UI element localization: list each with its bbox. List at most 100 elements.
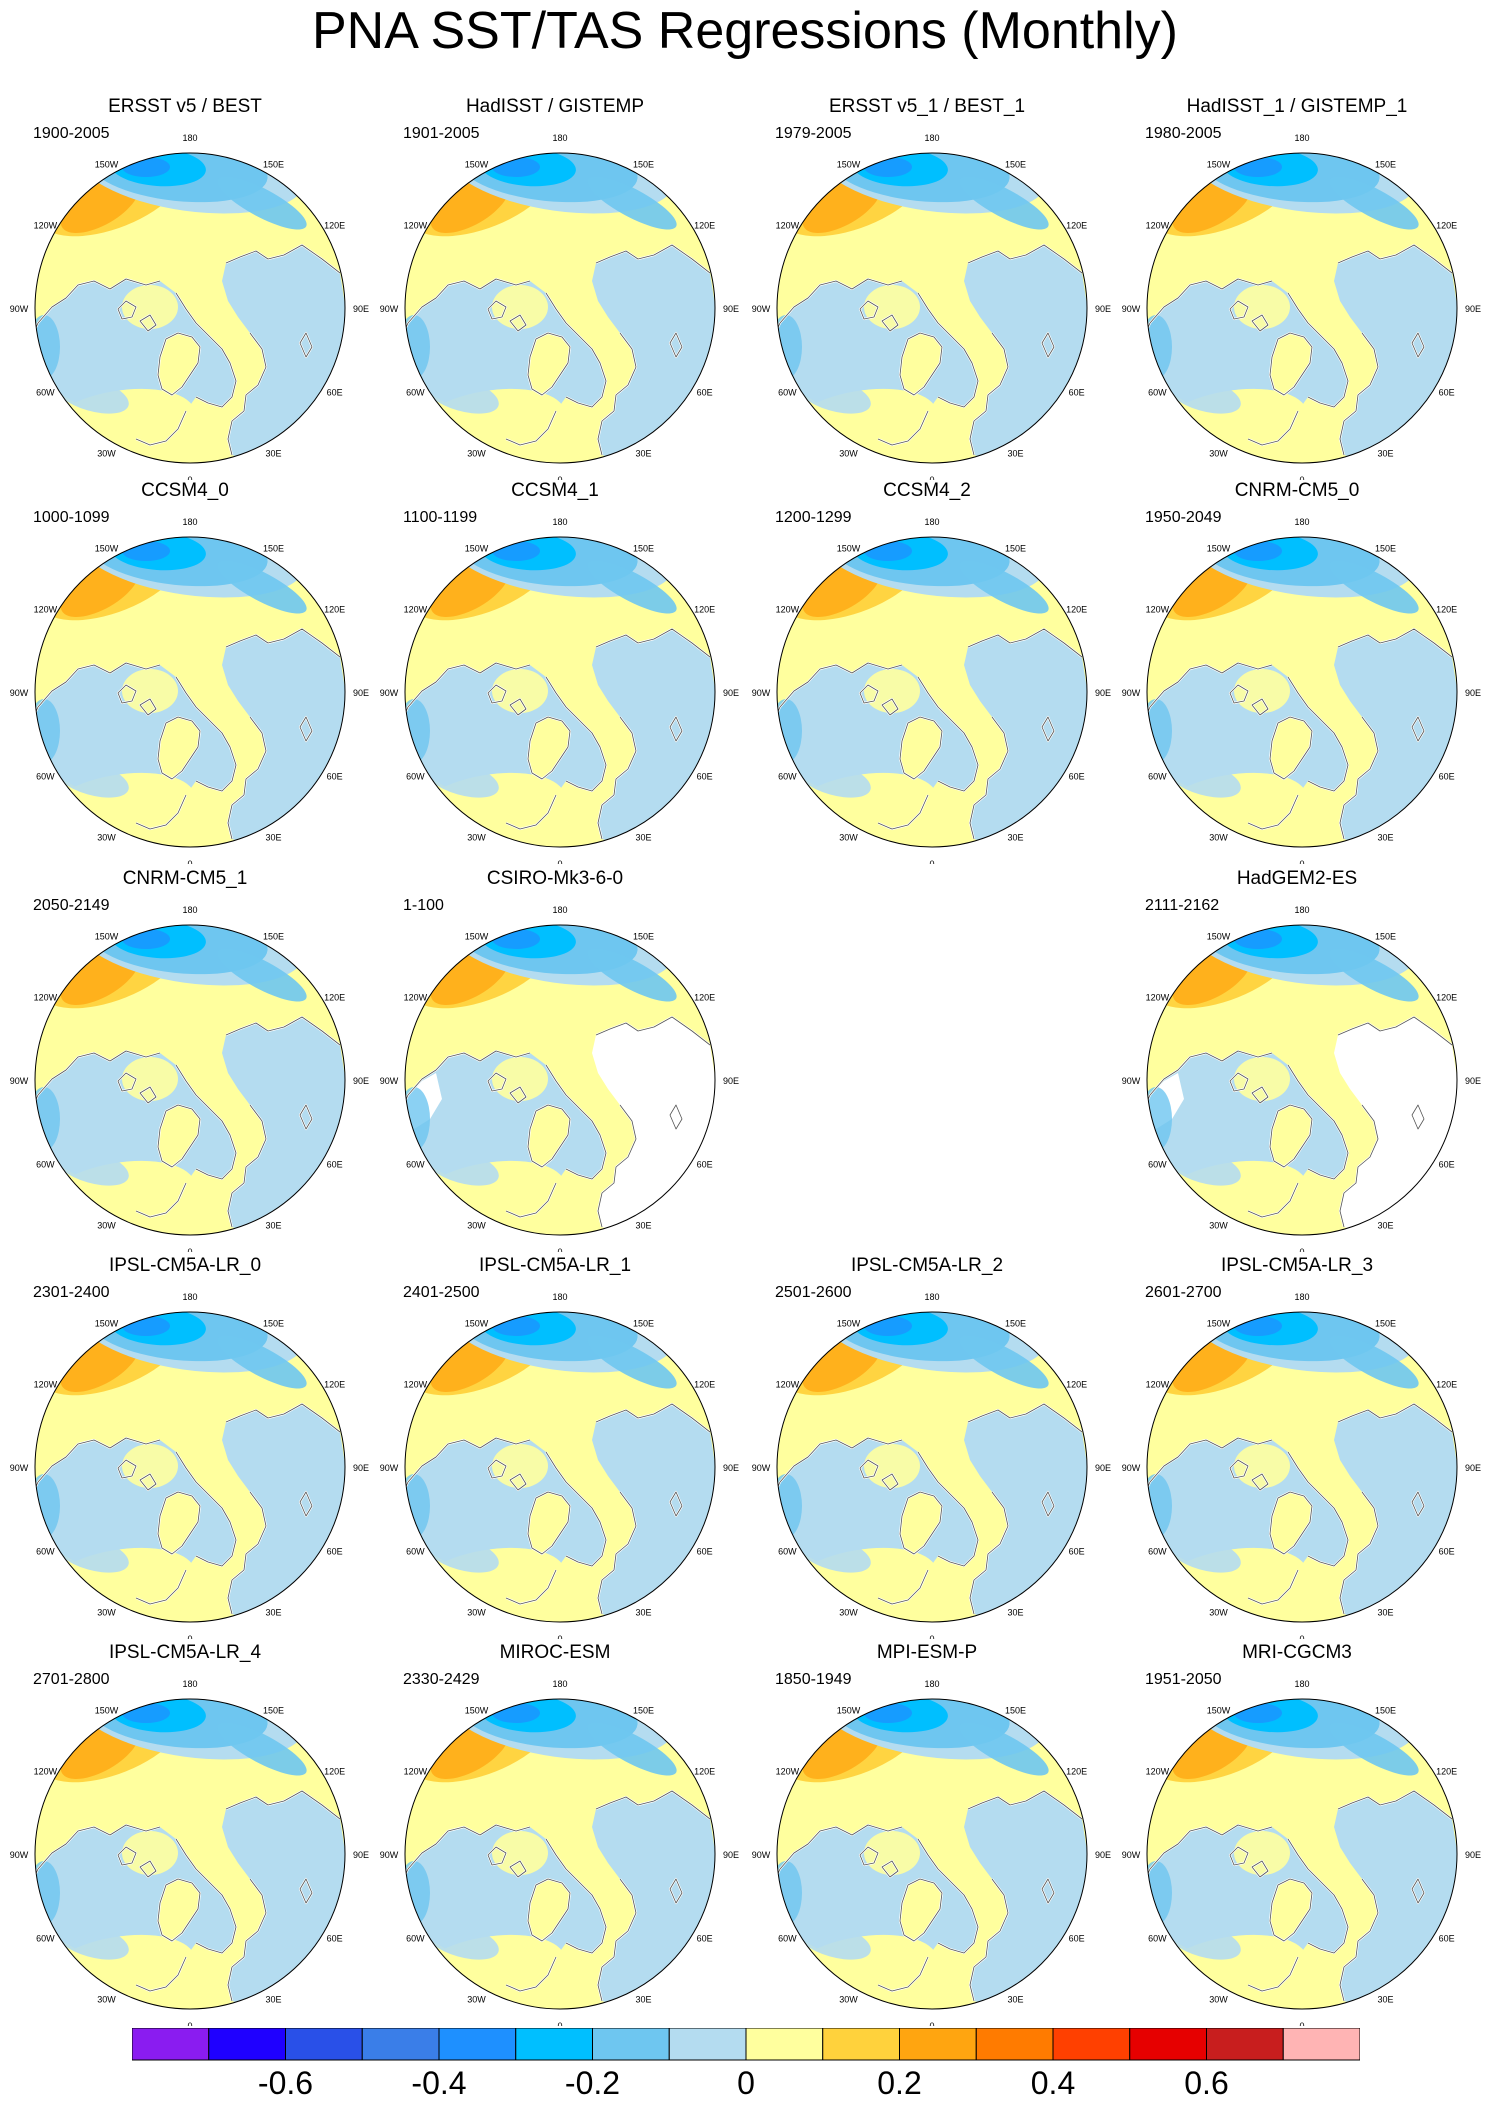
polar-map: 180 150E 120E 90E 60E 30E 0 30W 60W 90W 120W 150W	[10, 905, 369, 1252]
map-panels-grid: 180 150E 120E 90E 60E 30E 0 30W 60W 90W 120W 150W ER…	[10, 96, 1481, 2026]
coastline-edge-7	[139, 314, 157, 332]
polar-map: 180 150E 120E 90E 60E 30E 0 30W 60W 90W 120W 150W	[10, 133, 369, 480]
longitude-label: 120W	[404, 1767, 428, 1777]
coastline-edge-8	[1041, 1878, 1055, 1904]
longitude-label: 90E	[723, 304, 739, 314]
longitude-label: 0	[1299, 2021, 1304, 2026]
longitude-label: 60W	[1148, 1547, 1167, 1557]
hudson-positive	[122, 1057, 178, 1101]
coastline-edge-3	[595, 628, 711, 658]
bering-negative-tongue	[587, 1722, 677, 1776]
coastline-edge-1	[545, 292, 607, 408]
west-atlantic-negative	[405, 1087, 430, 1151]
coastline-edge-6	[859, 300, 879, 320]
longitude-label: 150W	[95, 1705, 119, 1715]
longitude-label: 150E	[263, 1705, 284, 1715]
longitude-label: 150E	[633, 1318, 654, 1328]
longitude-label: 120E	[324, 605, 345, 615]
west-atlantic-negative	[777, 699, 802, 763]
greenland-fill	[900, 1492, 942, 1554]
longitude-label: 0	[1299, 859, 1304, 864]
aleutian-negative-center	[122, 157, 170, 177]
greenland-fill	[528, 1105, 570, 1167]
longitude-label: 30W	[97, 449, 116, 459]
panel-period: 1850-1949	[775, 1671, 852, 1688]
hudson-positive	[492, 1831, 548, 1875]
coastline-edge-6	[487, 684, 507, 704]
map-boundary	[1146, 1698, 1458, 2010]
longitude-label: 90W	[1122, 1076, 1141, 1086]
coastline-edge-5	[527, 716, 571, 780]
bering-negative-tongue	[217, 1722, 307, 1776]
coastline-edge-8	[299, 1104, 313, 1130]
longitude-label: 60W	[406, 772, 425, 782]
longitude-label: 180	[552, 133, 567, 143]
longitude-label: 150W	[95, 931, 119, 941]
south-atlantic-negative	[425, 1535, 499, 1573]
map-field	[1147, 537, 1457, 847]
longitude-label: 0	[929, 2021, 934, 2026]
coastline-edge-3	[967, 1403, 1083, 1433]
coastline-edge-1	[917, 1838, 979, 1954]
longitude-label: 30W	[839, 1608, 858, 1618]
aleutian-negative-center	[492, 541, 540, 561]
longitude-label: 90E	[1095, 1850, 1111, 1860]
map-field	[1147, 1699, 1457, 2009]
coastline-edge-2	[505, 410, 557, 446]
longitude-label: 120W	[776, 1767, 800, 1777]
longitude-label: 60E	[327, 1547, 343, 1557]
coastline-edge-7	[509, 698, 527, 716]
longitude-label: 150W	[95, 1318, 119, 1328]
coastline-edge-7	[139, 698, 157, 716]
hudson-positive	[1234, 669, 1290, 713]
greenland-fill	[900, 1879, 942, 1941]
longitude-label: 60W	[36, 772, 55, 782]
bering-negative-tongue	[1329, 948, 1419, 1002]
longitude-label: 120E	[1436, 221, 1457, 231]
coastline-edge-5	[527, 332, 571, 396]
coastline-edge-5	[899, 332, 943, 396]
aleutian-negative-center	[122, 1703, 170, 1723]
longitude-label: 150E	[263, 159, 284, 169]
west-atlantic-negative	[1147, 699, 1172, 763]
longitude-label: 180	[924, 133, 939, 143]
polar-map: 180 150E 120E 90E 60E 30E 0 30W 60W 90W 120W 150W	[752, 1679, 1111, 2026]
map-field	[405, 925, 715, 1235]
map-panel: 180 150E 120E 90E 60E 30E 0 30W 60W 90W 120W 150W MI…	[370, 1641, 740, 2026]
panel-title: HadISST / GISTEMP	[465, 96, 645, 117]
longitude-label: 60W	[778, 1934, 797, 1944]
greenland-fill	[158, 1492, 200, 1554]
coastline-edge-2	[135, 1956, 187, 1992]
longitude-label: 60W	[406, 1934, 425, 1944]
colorbar-swatch	[975, 2028, 1054, 2061]
longitude-label: 90E	[1095, 688, 1111, 698]
west-atlantic-negative	[1147, 1087, 1172, 1151]
longitude-label: 90E	[723, 1850, 739, 1860]
longitude-label: 60E	[1069, 1934, 1085, 1944]
south-atlantic-negative	[1167, 760, 1241, 798]
greenland-fill	[1270, 333, 1312, 395]
coastline-edge-3	[225, 628, 341, 658]
longitude-label: 60W	[406, 1547, 425, 1557]
bering-negative-tongue	[1329, 1722, 1419, 1776]
coastline-edge-3	[967, 244, 1083, 274]
longitude-label: 60E	[697, 388, 713, 398]
coastline-edge-7	[509, 1473, 527, 1491]
polar-map: 180 150E 120E 90E 60E 30E 0 30W 60W 90W 120W 150W	[1122, 133, 1481, 480]
west-atlantic-negative	[405, 1861, 430, 1925]
polar-map: 180 150E 120E 90E 60E 30E 0 30W 60W 90W 120W 150W	[380, 517, 739, 864]
aleutian-negative-center	[492, 1703, 540, 1723]
panel-title: IPSL-CM5A-LR_0	[108, 1255, 262, 1276]
coastline-edge-7	[139, 1086, 157, 1104]
hudson-positive	[1234, 285, 1290, 329]
map-boundary	[34, 1698, 346, 2010]
coastline-edge-5	[157, 1104, 201, 1168]
longitude-label: 60W	[1148, 1934, 1167, 1944]
panel-period: 1901-2005	[403, 125, 480, 142]
longitude-label: 120W	[404, 605, 428, 615]
coastline-edge-8	[1411, 332, 1425, 358]
longitude-label: 150W	[465, 1318, 489, 1328]
coastline-edge-2	[505, 1182, 557, 1218]
coastline-edge-0	[777, 1437, 903, 1505]
map-field	[777, 1312, 1087, 1622]
